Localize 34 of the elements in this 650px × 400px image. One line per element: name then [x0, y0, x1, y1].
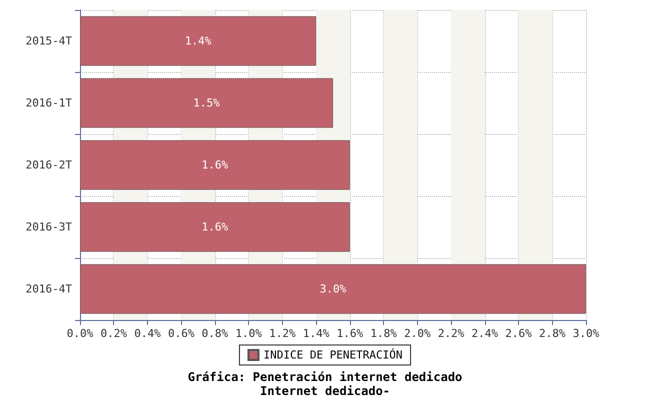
- x-tick-label: 1.0%: [235, 327, 262, 340]
- text: Internet dedicado-: [260, 384, 390, 398]
- x-tick-label: 1.2%: [269, 327, 296, 340]
- x-tick-label: 1.8%: [370, 327, 398, 340]
- bar: [80, 140, 350, 190]
- bar: [80, 202, 350, 252]
- bar: [80, 264, 586, 314]
- x-tick-label: 2.8%: [539, 327, 566, 340]
- x-tick-label: 2.4%: [472, 327, 498, 340]
- data-label: 1.6%: [202, 158, 229, 172]
- y-tick-label: 2016-2T: [26, 158, 72, 172]
- x-tick-label: 2.2%: [438, 327, 465, 340]
- data-label: 1.5%: [193, 96, 220, 110]
- y-tick-label: 2016-1T: [26, 96, 72, 110]
- x-tick-label: 0.6%: [168, 327, 195, 340]
- x-tick-label: 0.4%: [134, 327, 162, 340]
- y-tick-label: 2015-4T: [26, 34, 72, 48]
- bar: [80, 16, 316, 66]
- data-label: 3.0%: [320, 282, 347, 296]
- x-tick-label: 1.4%: [302, 327, 330, 340]
- x-tick-label: 0.0%: [66, 327, 94, 340]
- x-tick-label: 2.0%: [404, 327, 431, 340]
- data-label: 1.6%: [202, 220, 229, 234]
- x-tick-label: 1.6%: [336, 327, 364, 340]
- x-tick-label: 0.8%: [202, 327, 229, 340]
- x-tick-label: 2.6%: [505, 327, 532, 340]
- x-tick-label: 3.0%: [572, 327, 600, 340]
- text: Gráfica: Penetración internet dedicado: [188, 370, 462, 384]
- legend-label: INDICE DE PENETRACIÓN: [263, 348, 403, 362]
- bar: [80, 78, 333, 128]
- y-tick-label: 2016-3T: [26, 220, 72, 234]
- x-tick-label: 0.2%: [100, 327, 128, 340]
- data-label: 1.4%: [184, 34, 212, 48]
- y-tick-label: 2016-4T: [26, 282, 72, 296]
